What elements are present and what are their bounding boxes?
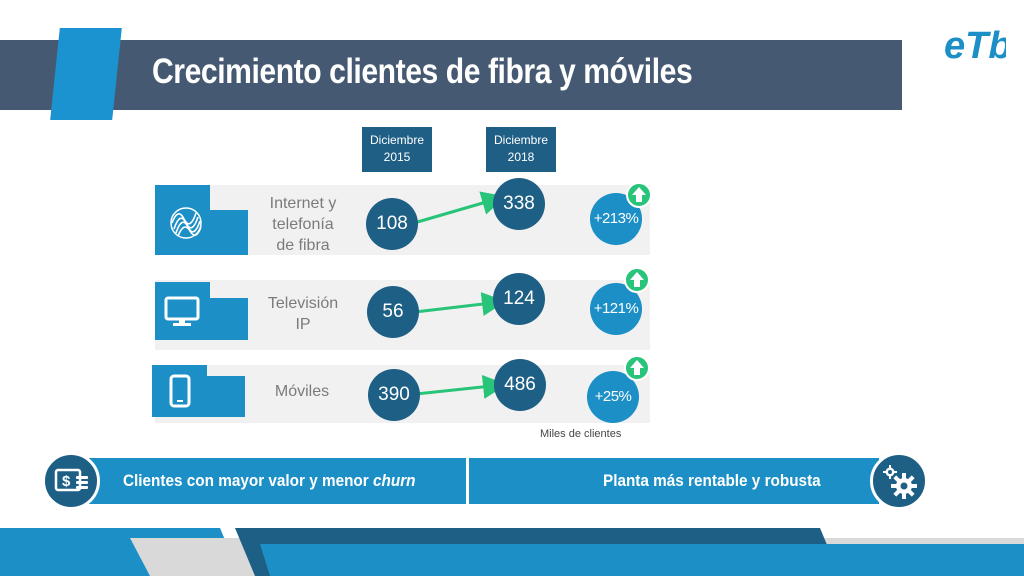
row-label-tv-line2: IP (295, 316, 311, 333)
bottom-decorative-stripes (0, 528, 1024, 576)
row-label-tv-line1: Televisión (267, 295, 339, 312)
value-2018-mobile: 486 (494, 359, 546, 411)
icon-box-tv (200, 298, 248, 340)
column-header-2018-year: 2018 (507, 150, 535, 164)
tv-monitor-icon (164, 296, 200, 326)
value-2018-tv: 124 (493, 273, 545, 325)
column-header-2015: Diciembre 2015 (362, 127, 432, 172)
svg-text:$: $ (62, 473, 71, 490)
up-arrow-icon (626, 182, 652, 208)
banner-left-text: Clientes con mayor valor y menor churn (123, 458, 416, 504)
row-label-tv: Televisión IP (258, 293, 348, 335)
column-header-2015-year: 2015 (383, 150, 411, 164)
banner-left-circle: $ (42, 452, 100, 510)
money-icon: $ (54, 468, 88, 492)
banner-left-emphasis: churn (373, 471, 416, 490)
row-label-fiber-line2: telefonía (272, 216, 334, 233)
banner-right-circle (870, 452, 928, 510)
value-2018-fiber: 338 (493, 178, 545, 230)
growth-tv: +121% (590, 283, 642, 335)
page-title: Crecimiento clientes de fibra y móviles (152, 52, 693, 91)
arrow-fiber (413, 191, 506, 225)
icon-box-mobile (197, 376, 245, 417)
column-header-2015-month: Diciembre (369, 133, 424, 147)
column-header-2018-month: Diciembre (493, 133, 548, 147)
column-header-2018: Diciembre 2018 (486, 127, 556, 172)
etb-logo: eTb (944, 25, 1006, 67)
title-bar (0, 40, 902, 110)
mobile-phone-icon (169, 374, 191, 408)
value-2015-mobile: 390 (368, 369, 420, 421)
row-label-mobile-line1: Móviles (274, 383, 330, 400)
value-2015-tv: 56 (367, 286, 419, 338)
value-2015-fiber: 108 (366, 198, 418, 250)
row-label-fiber: Internet y telefonía de fibra (258, 193, 348, 256)
row-label-mobile: Móviles (257, 381, 347, 402)
icon-box-fiber (200, 210, 248, 255)
units-footnote: Miles de clientes (540, 428, 622, 440)
row-label-fiber-line1: Internet y (269, 195, 337, 212)
up-arrow-icon (624, 355, 650, 381)
arrow-tv (414, 292, 506, 317)
banner-right-text: Planta más rentable y robusta (603, 471, 821, 490)
fiber-optic-icon (170, 207, 202, 239)
banner-right: Planta más rentable y robusta (469, 458, 879, 504)
gears-icon (883, 465, 917, 499)
banner-left-label: Clientes con mayor valor y menor (123, 471, 369, 490)
logo-text: eTb (944, 25, 1006, 67)
arrow-mobile (415, 374, 507, 399)
banner-left: Clientes con mayor valor y menor churn (72, 458, 466, 504)
row-label-fiber-line3: de fibra (276, 237, 330, 254)
up-arrow-icon (624, 267, 650, 293)
